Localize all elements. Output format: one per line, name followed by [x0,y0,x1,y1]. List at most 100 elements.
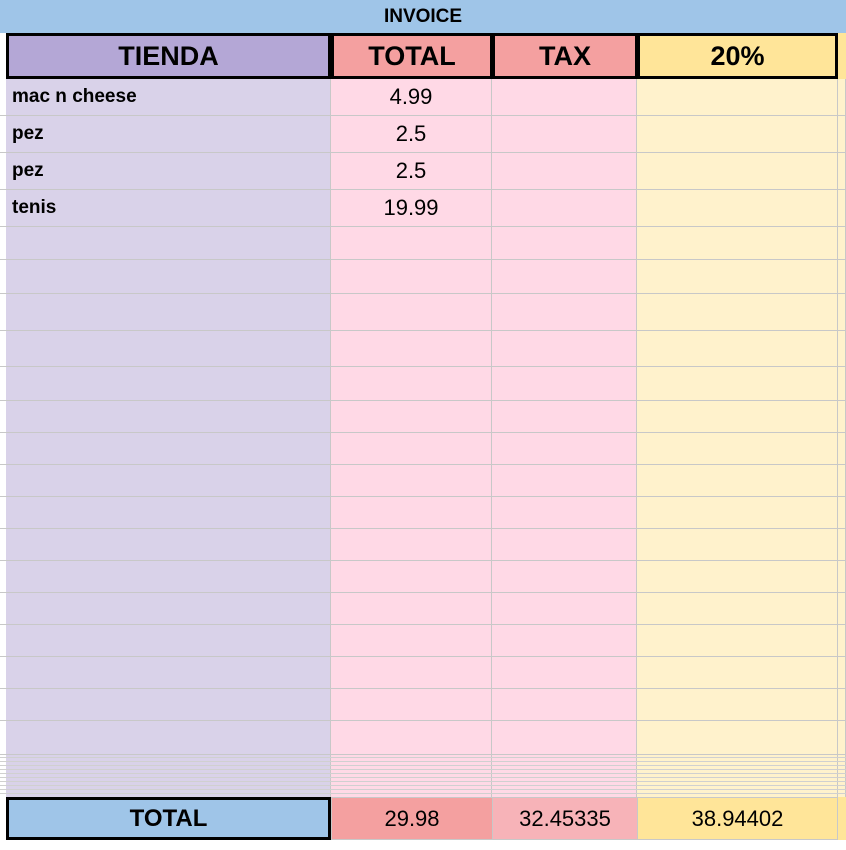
grid-line [0,496,846,497]
cell [838,190,846,227]
grid-line [0,720,846,721]
cell [6,294,331,331]
table-cell: 2.5 [331,116,492,153]
cell [637,689,838,721]
cell [838,797,846,840]
cell [838,79,846,116]
cell [838,657,846,689]
grid-line [0,656,846,657]
cell [6,625,331,657]
cell [6,367,331,401]
cell [6,593,331,625]
table-cell: pez [6,116,331,153]
total-cell: 32.45335 [492,797,638,840]
cell [637,227,838,260]
cell [331,529,492,561]
cell [331,721,492,755]
column-header: 20% [637,33,838,79]
cell [637,625,838,657]
grid-line [0,769,846,770]
cell [492,721,637,755]
grid-line [0,785,846,786]
cell [637,116,838,153]
grid-line [0,259,846,260]
grid-line [0,464,846,465]
cell [492,593,637,625]
cell [492,561,637,593]
cell [331,593,492,625]
cell [492,657,637,689]
cell [838,561,846,593]
cell [637,401,838,433]
cell [6,689,331,721]
cell [637,657,838,689]
cell [6,561,331,593]
grid-line [0,152,846,153]
cell [637,465,838,497]
cell [331,433,492,465]
grid-line [0,528,846,529]
cell [637,561,838,593]
cell [492,190,637,227]
cell [492,153,637,190]
grid-line [0,777,846,778]
grid-line [0,789,846,790]
grid-line [0,293,846,294]
grid-line [0,226,846,227]
cell [637,79,838,116]
cell [6,657,331,689]
cell [331,561,492,593]
cell [331,657,492,689]
grid-line [0,688,846,689]
cell [838,721,846,755]
cell [838,260,846,294]
cell [492,689,637,721]
table-cell: pez [6,153,331,190]
grid-line [0,773,846,774]
sheet-title: INVOICE [0,0,846,33]
cell [637,593,838,625]
grid-line [0,765,846,766]
column-header: TAX [492,33,638,79]
cell [6,401,331,433]
cell [6,227,331,260]
cell [838,331,846,367]
cell [492,529,637,561]
grid-line [0,592,846,593]
cell [492,497,637,529]
cell [838,294,846,331]
cell [492,294,637,331]
total-label: TOTAL [6,797,331,840]
cell [331,331,492,367]
cell [838,33,846,79]
grid-line [0,189,846,190]
cell [492,367,637,401]
table-cell: 4.99 [331,79,492,116]
cell [6,260,331,294]
table-cell: tenis [6,190,331,227]
cell [838,227,846,260]
cell [6,497,331,529]
cell [492,227,637,260]
cell [637,153,838,190]
grid-line [0,793,846,794]
cell [6,465,331,497]
cell [492,755,637,797]
grid-line [0,366,846,367]
cell [492,116,637,153]
cell [492,79,637,116]
cell [492,260,637,294]
cell [637,497,838,529]
grid-line [0,781,846,782]
grid-line [0,432,846,433]
cell [637,190,838,227]
cell [331,260,492,294]
cell [6,721,331,755]
cell [331,497,492,529]
grid-line [0,761,846,762]
total-cell: 38.94402 [637,797,838,840]
cell [838,529,846,561]
cell [637,433,838,465]
cell [637,721,838,755]
